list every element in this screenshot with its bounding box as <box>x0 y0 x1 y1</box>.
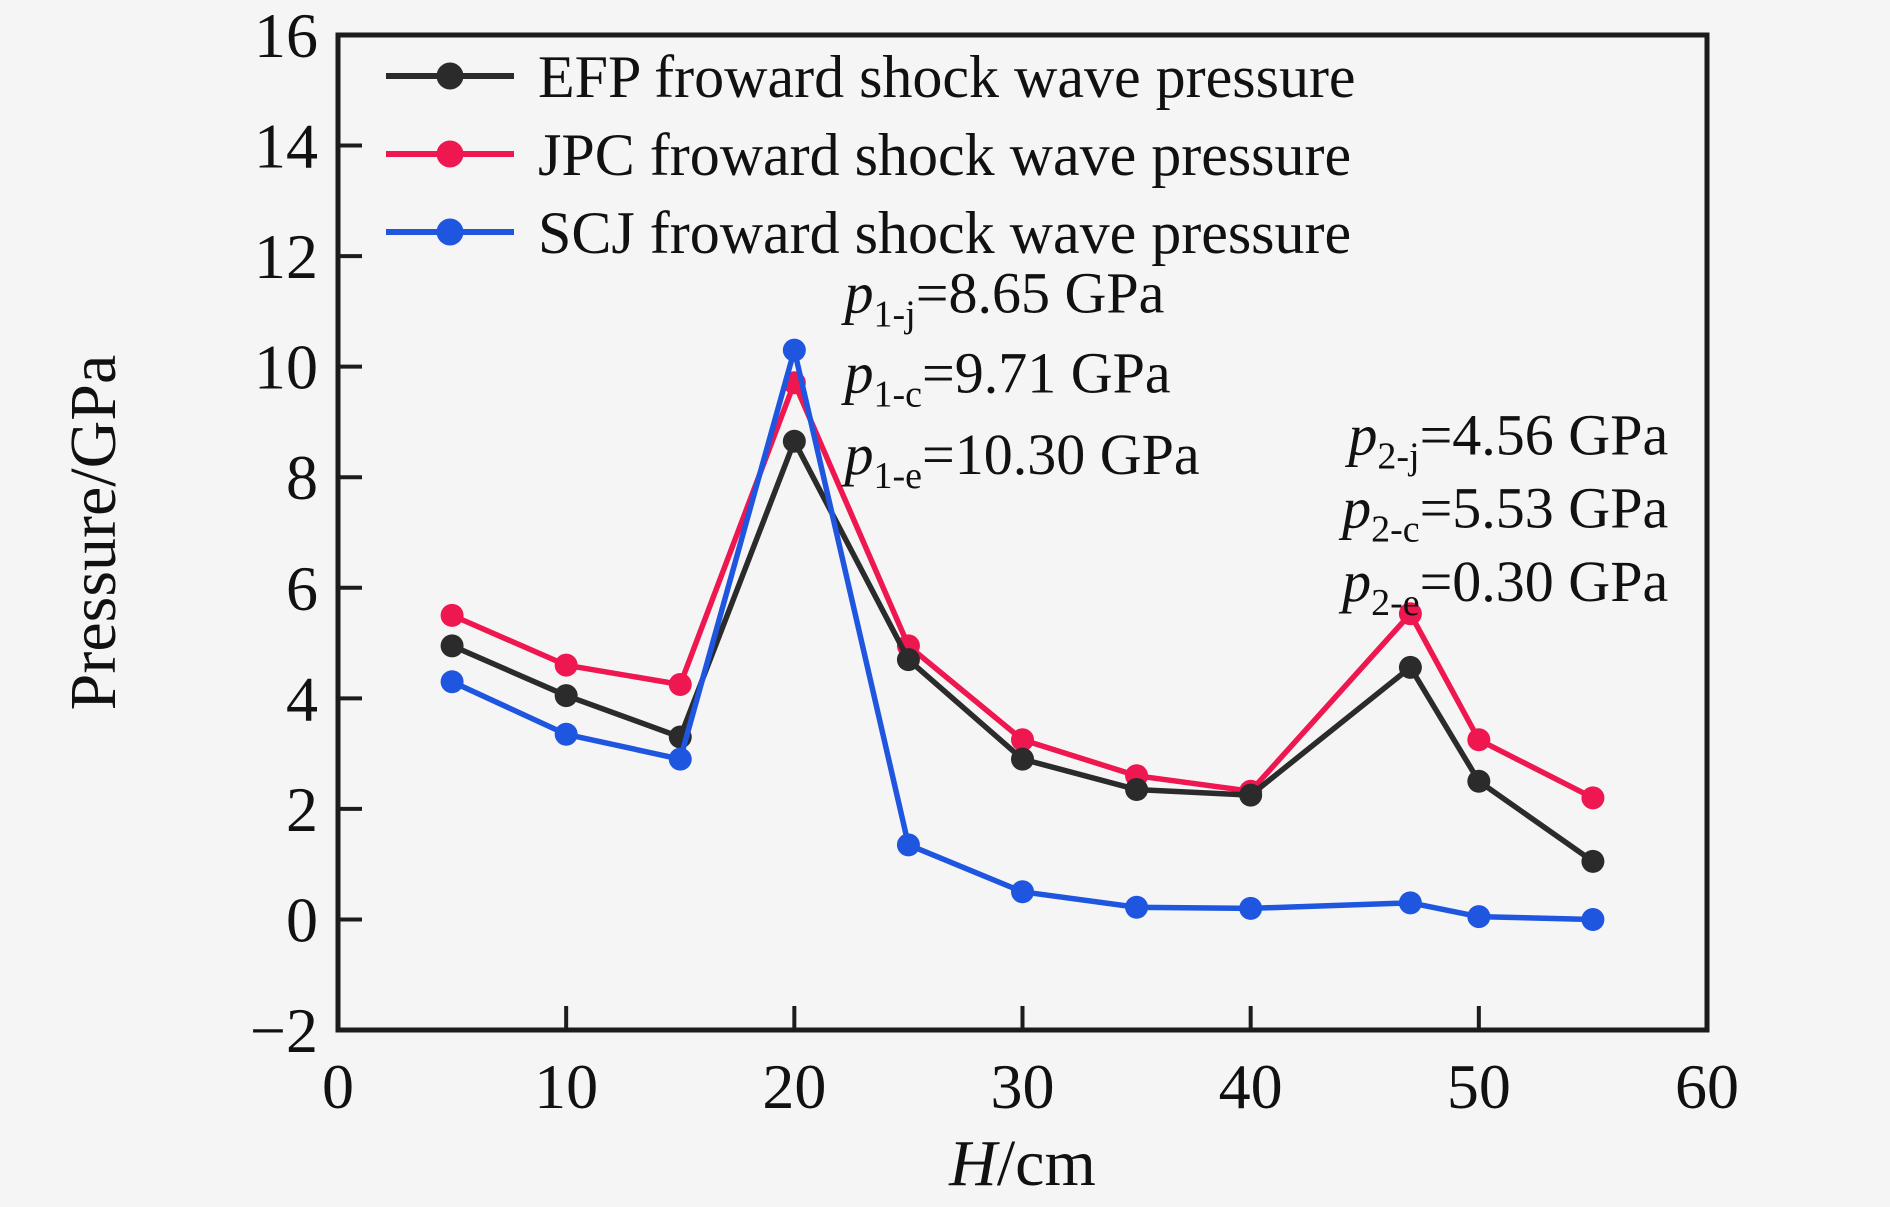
x-axis-label: H/cm <box>948 1127 1096 1200</box>
y-tick-label: 12 <box>254 221 318 292</box>
data-point-marker <box>440 603 464 627</box>
data-point-marker <box>1581 786 1605 810</box>
x-axis: 0 10 20 30 40 50 60 <box>322 1006 1739 1122</box>
y-tick-label: −2 <box>250 995 318 1066</box>
x-tick-label: 40 <box>1219 1051 1283 1122</box>
x-tick-label: 10 <box>534 1051 598 1122</box>
legend-item: JPC froward shock wave pressure <box>386 122 1351 188</box>
legend-item: SCJ froward shock wave pressure <box>386 200 1351 266</box>
data-point-marker <box>782 338 806 362</box>
data-point-marker <box>1398 891 1422 915</box>
data-point-marker <box>668 673 692 697</box>
data-point-marker <box>554 684 578 708</box>
series-scj <box>440 338 1605 931</box>
series-group <box>440 338 1605 931</box>
legend-label: EFP froward shock wave pressure <box>538 44 1356 110</box>
data-point-marker <box>1011 880 1034 904</box>
legend-item: EFP froward shock wave pressure <box>386 44 1356 110</box>
data-point-marker <box>1467 905 1491 929</box>
data-point-marker <box>782 429 806 453</box>
legend-label: SCJ froward shock wave pressure <box>538 200 1351 266</box>
data-point-marker <box>1239 896 1263 920</box>
legend-label: JPC froward shock wave pressure <box>538 122 1351 188</box>
data-point-marker <box>1239 783 1263 807</box>
y-tick-label: 0 <box>286 884 318 955</box>
legend-marker-icon <box>436 140 464 168</box>
annotation-peak-2-line: p2-c=5.53 GPa <box>1338 476 1668 551</box>
annotation-peak-2-line: p2-j=4.56 GPa <box>1344 403 1668 478</box>
data-point-marker <box>1125 778 1149 802</box>
y-tick-label: 8 <box>286 442 318 513</box>
annotation-peak-2-line: p2-e=0.30 GPa <box>1338 549 1668 624</box>
data-point-marker <box>1581 907 1605 931</box>
annotation-peak-1-line: p1-e=10.30 GPa <box>841 422 1200 497</box>
legend-marker-icon <box>436 62 464 90</box>
y-axis: −2 0 2 4 6 8 10 12 14 16 <box>250 0 362 1066</box>
x-tick-label: 0 <box>322 1051 354 1122</box>
y-tick-label: 2 <box>286 774 318 845</box>
annotation-peak-1-line: p1-c=9.71 GPa <box>841 341 1171 416</box>
data-point-marker <box>1125 895 1149 919</box>
legend-marker-icon <box>436 218 464 246</box>
data-point-marker <box>896 833 920 857</box>
data-point-marker <box>1011 728 1034 752</box>
y-tick-label: 4 <box>286 663 318 734</box>
data-point-marker <box>1398 655 1422 679</box>
data-point-marker <box>1398 602 1422 626</box>
x-tick-label: 50 <box>1447 1051 1511 1122</box>
data-point-marker <box>896 648 920 672</box>
x-tick-label: 30 <box>991 1051 1055 1122</box>
data-point-marker <box>440 634 464 658</box>
data-point-marker <box>668 747 692 771</box>
data-point-marker <box>1467 728 1491 752</box>
y-tick-label: 16 <box>254 0 318 71</box>
data-point-marker <box>1467 769 1491 793</box>
x-tick-label: 60 <box>1675 1051 1739 1122</box>
y-tick-label: 14 <box>254 111 318 182</box>
annotation-peak-1-line: p1-j=8.65 GPa <box>841 261 1165 336</box>
data-point-marker <box>554 722 578 746</box>
y-tick-label: 6 <box>286 553 318 624</box>
data-point-marker <box>1011 747 1034 771</box>
data-point-marker <box>440 670 464 694</box>
legend: EFP froward shock wave pressure JPC frowa… <box>386 44 1356 266</box>
series-efp <box>440 429 1605 873</box>
y-tick-label: 10 <box>254 332 318 403</box>
x-tick-label: 20 <box>762 1051 826 1122</box>
series-jpc <box>440 371 1605 810</box>
data-point-marker <box>554 653 578 677</box>
y-axis-label: Pressure/GPa <box>57 355 130 711</box>
data-point-marker <box>1581 849 1605 873</box>
